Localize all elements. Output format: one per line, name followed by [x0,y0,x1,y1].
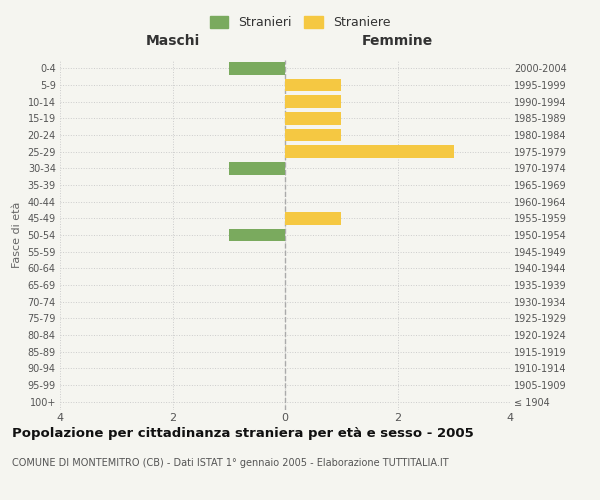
Bar [285,96,341,108]
Bar [285,212,341,224]
Text: Popolazione per cittadinanza straniera per età e sesso - 2005: Popolazione per cittadinanza straniera p… [12,428,474,440]
Bar [285,112,341,124]
Bar [285,129,341,141]
Bar [229,229,285,241]
Text: Maschi: Maschi [145,34,200,48]
Text: Femmine: Femmine [362,34,433,48]
Bar [285,79,341,92]
Bar [229,162,285,174]
Legend: Stranieri, Straniere: Stranieri, Straniere [205,11,395,34]
Bar [285,146,454,158]
Bar [229,62,285,74]
Y-axis label: Fasce di età: Fasce di età [12,202,22,268]
Y-axis label: Anni di nascita: Anni di nascita [599,194,600,276]
Text: COMUNE DI MONTEMITRO (CB) - Dati ISTAT 1° gennaio 2005 - Elaborazione TUTTITALIA: COMUNE DI MONTEMITRO (CB) - Dati ISTAT 1… [12,458,449,468]
